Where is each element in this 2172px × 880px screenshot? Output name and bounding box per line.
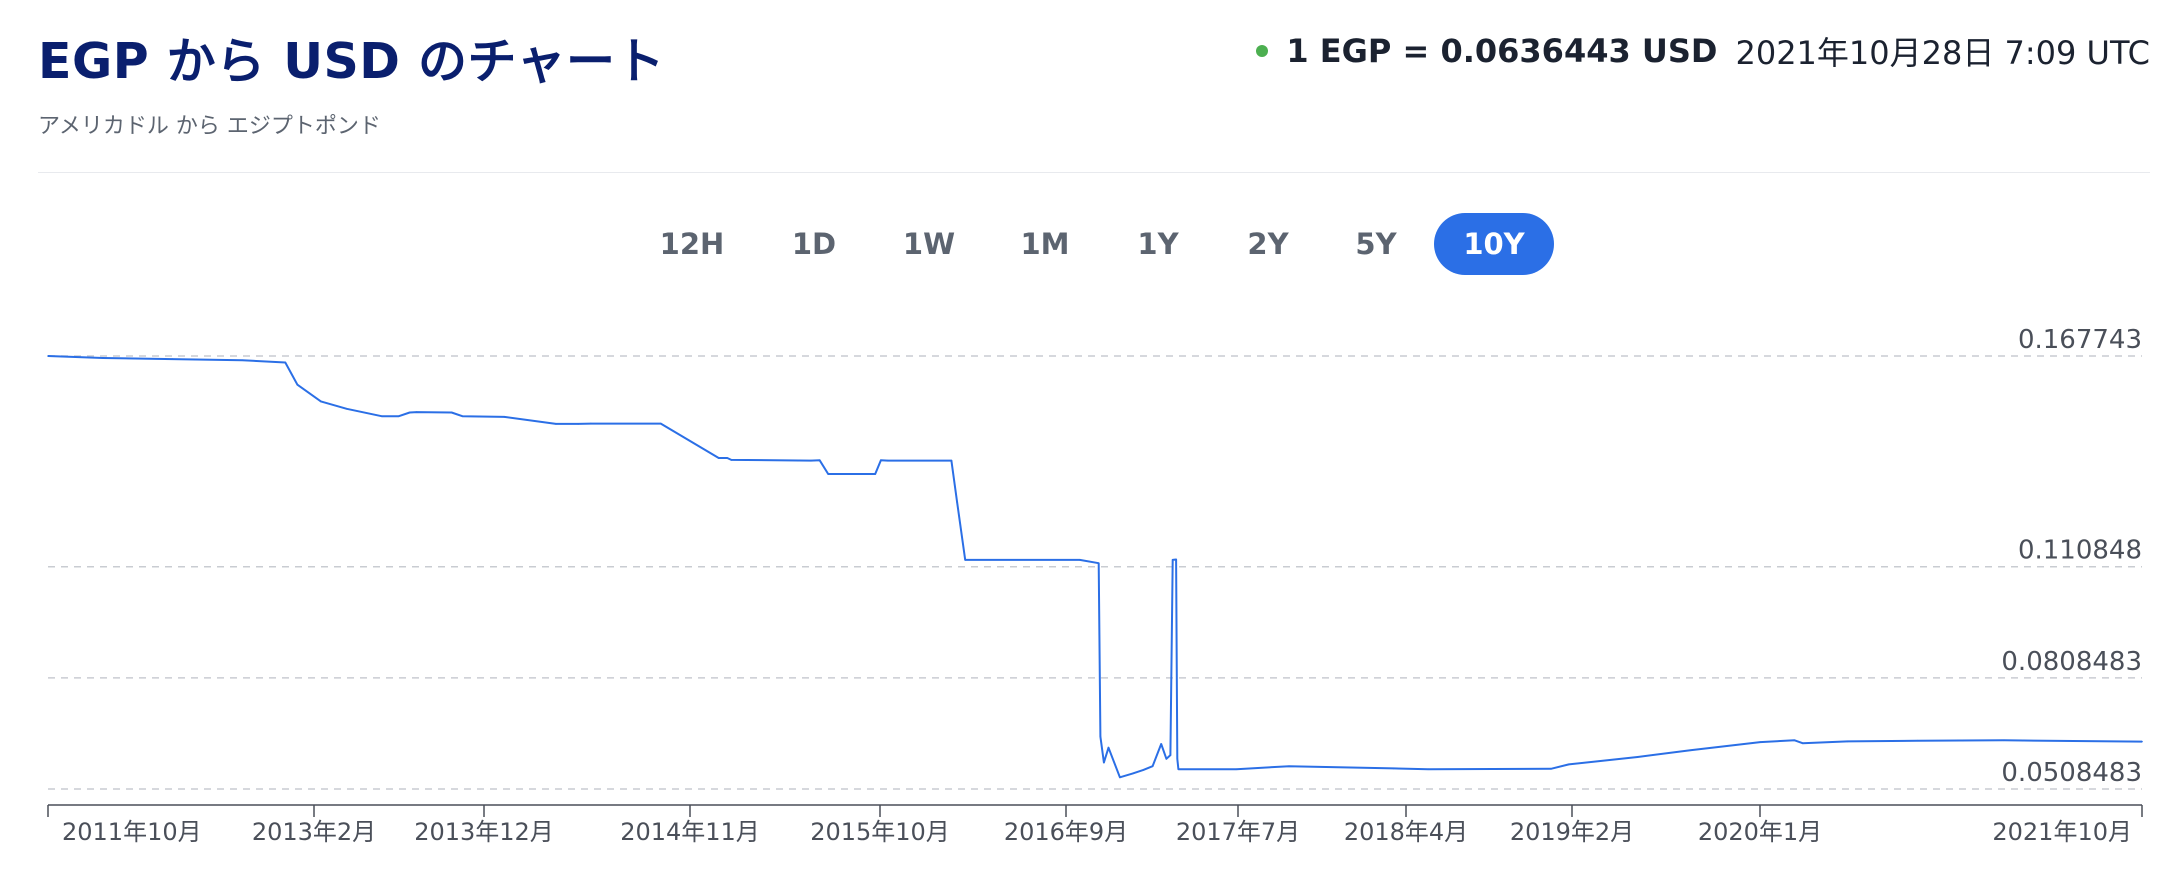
x-tick-label: 2019年2月 xyxy=(1510,818,1634,846)
data-point xyxy=(1288,765,1290,767)
data-point xyxy=(1916,739,1919,742)
data-point xyxy=(827,473,829,475)
data-point xyxy=(345,408,348,410)
page-title: EGP から USD のチャート xyxy=(38,33,666,90)
x-tick-label: 2011年10月 xyxy=(62,818,202,846)
data-point xyxy=(555,423,557,425)
live-status-dot xyxy=(1256,45,1269,57)
data-point xyxy=(880,459,882,461)
data-point xyxy=(1165,758,1168,760)
x-tick-label: 2020年1月 xyxy=(1698,818,1822,846)
y-tick-label: 0.0508483 xyxy=(2001,758,2142,788)
data-point xyxy=(1131,772,1134,775)
data-point xyxy=(1427,768,1430,770)
data-point xyxy=(1636,756,1639,758)
rate-timestamp: 2021年10月28日 7:09 UTC xyxy=(1735,34,2150,72)
data-point xyxy=(415,411,418,413)
data-point xyxy=(1097,562,1100,564)
x-tick-label: 2018年4月 xyxy=(1344,818,1468,846)
x-tick-label: 2016年9月 xyxy=(1004,818,1128,846)
data-point xyxy=(577,423,579,425)
range-1w-button[interactable]: 1W xyxy=(886,213,972,275)
data-point xyxy=(1142,769,1145,771)
y-tick-label: 0.110848 xyxy=(2018,536,2142,566)
range-10y-button[interactable]: 10Y xyxy=(1434,213,1554,275)
data-point xyxy=(380,415,383,417)
data-point xyxy=(874,473,876,475)
data-point xyxy=(1177,768,1180,770)
y-tick-label: 0.167743 xyxy=(2018,325,2142,355)
range-2y-button[interactable]: 2Y xyxy=(1226,213,1310,275)
data-point xyxy=(726,457,729,459)
data-point xyxy=(2003,739,2005,742)
data-point xyxy=(1568,763,1570,766)
data-point xyxy=(964,559,966,561)
data-point xyxy=(956,501,958,503)
time-range-selector: 12H 1D 1W 1M 1Y 2Y 5Y 10Y xyxy=(0,213,2172,275)
data-point xyxy=(1107,746,1110,749)
range-1y-button[interactable]: 1Y xyxy=(1118,213,1198,275)
data-point xyxy=(1235,768,1238,770)
data-point xyxy=(1099,735,1102,738)
data-point xyxy=(2141,740,2143,743)
data-point xyxy=(1392,767,1395,770)
data-point xyxy=(1175,558,1177,561)
x-tick-label: 2017年7月 xyxy=(1176,818,1300,846)
header-divider xyxy=(38,172,2150,173)
data-point xyxy=(1793,739,1796,742)
x-tick-label: 2013年2月 xyxy=(252,818,376,846)
data-point xyxy=(1079,559,1081,561)
range-1d-button[interactable]: 1D xyxy=(772,213,856,275)
range-5y-button[interactable]: 5Y xyxy=(1334,213,1418,275)
range-1m-button[interactable]: 1M xyxy=(1002,213,1088,275)
data-point xyxy=(1846,740,1849,743)
page-subtitle: アメリカドル から エジプトポンド xyxy=(38,114,381,139)
data-point xyxy=(950,459,953,462)
data-point xyxy=(503,416,506,418)
data-point xyxy=(1689,749,1692,752)
data-point xyxy=(320,400,322,403)
data-point xyxy=(102,357,104,359)
data-point xyxy=(1151,765,1154,767)
data-point xyxy=(1759,741,1761,743)
data-point xyxy=(887,459,889,462)
series-line xyxy=(47,355,2143,779)
data-point xyxy=(730,459,733,461)
data-point xyxy=(1119,776,1121,779)
data-point xyxy=(408,411,411,414)
data-point xyxy=(590,422,592,425)
range-12h-button[interactable]: 12H xyxy=(652,213,732,275)
data-point xyxy=(1176,758,1179,760)
data-point xyxy=(660,422,662,425)
x-tick-label: 2013年12月 xyxy=(414,818,554,846)
data-point xyxy=(1169,754,1172,756)
data-point xyxy=(47,355,49,357)
egp-usd-line-chart: 0.167743 0.110848 0.0808483 0.0508483 2011年1… xyxy=(47,325,2143,846)
data-point xyxy=(717,457,720,459)
x-tick-label: 2021年10月 xyxy=(1992,818,2132,846)
data-point xyxy=(241,359,244,361)
data-point xyxy=(1801,742,1804,744)
rate-value: 1 EGP = 0.0636443 USD xyxy=(1286,32,1718,70)
data-point xyxy=(1160,743,1162,745)
data-point xyxy=(1550,768,1552,770)
data-point xyxy=(171,358,174,360)
x-tick-label: 2015年10月 xyxy=(810,818,950,846)
data-point xyxy=(284,361,287,364)
y-tick-label: 0.0808483 xyxy=(2001,647,2142,677)
x-tick-label: 2014年11月 xyxy=(620,818,760,846)
data-point xyxy=(810,459,812,462)
data-point xyxy=(398,415,400,417)
data-point xyxy=(818,459,821,461)
current-rate: 1 EGP = 0.0636443 USD 2021年10月28日 7:09 U… xyxy=(1256,28,2150,74)
data-point xyxy=(450,411,453,414)
data-point xyxy=(1171,559,1174,561)
data-point xyxy=(1103,761,1105,764)
data-point xyxy=(461,415,464,417)
data-point xyxy=(296,383,299,386)
